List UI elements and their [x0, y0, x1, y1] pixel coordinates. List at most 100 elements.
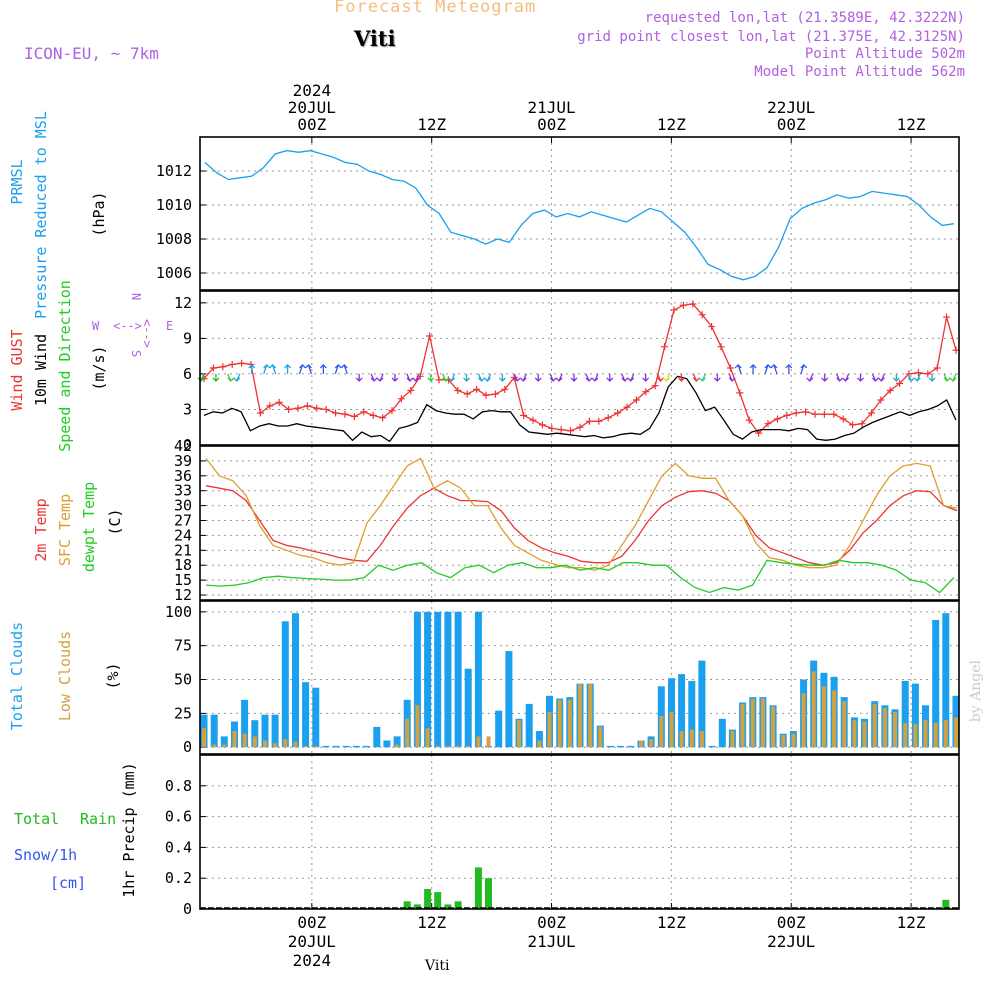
wind-arrow	[678, 373, 685, 382]
gust-marker	[369, 411, 377, 419]
gust-marker	[322, 405, 330, 413]
wind-arrow	[549, 373, 557, 382]
low-cloud-bar	[557, 699, 562, 748]
low-cloud-bar	[445, 745, 450, 748]
wind-arrow	[734, 364, 742, 375]
gust-marker	[651, 382, 659, 390]
legend-snow-unit: [cm]	[50, 874, 86, 892]
wind-arrow	[298, 364, 306, 375]
wind-unit: (m/s)	[90, 345, 108, 390]
gust-marker	[491, 390, 499, 398]
series-sfc-temp	[205, 457, 958, 571]
wind-arrow	[821, 373, 829, 382]
gust-marker	[585, 417, 593, 425]
compass-n: N	[129, 293, 143, 300]
low-cloud-bar	[466, 745, 471, 748]
total-cloud-bar	[464, 668, 472, 748]
time-label-bottom: 22JUL	[767, 932, 815, 951]
requested-coords: requested lon,lat (21.3589E, 42.3222N)	[644, 10, 965, 26]
low-cloud-bar	[476, 736, 481, 748]
y-tick-label: 12	[174, 294, 192, 312]
wind-arrow	[800, 364, 808, 375]
total-cloud-bar	[505, 651, 513, 748]
gust-marker	[463, 390, 471, 398]
wind-arrow	[928, 373, 936, 382]
low-cloud-bar	[679, 731, 684, 748]
wind-arrow	[519, 373, 527, 382]
total-cloud-bar	[495, 710, 503, 748]
wind-direction-arrows	[197, 364, 957, 382]
wind-arrow	[642, 373, 650, 382]
time-label-bottom: 12Z	[657, 913, 686, 932]
wind-arrow	[534, 373, 542, 382]
wind-arrow	[857, 373, 864, 382]
wind-arrow	[442, 373, 450, 382]
rain-bar	[942, 899, 950, 909]
low-cloud-bar	[273, 743, 278, 748]
low-cloud-bar	[913, 724, 918, 748]
low-cloud-bar	[232, 731, 237, 748]
low-cloud-bar	[252, 736, 257, 748]
rain-bar	[424, 889, 432, 909]
low-cloud-bar	[547, 712, 552, 748]
legend-total: Total	[14, 810, 59, 828]
panel-pressure: 1006 1008 1010 1012	[156, 136, 960, 291]
total-cloud-bar	[718, 718, 726, 748]
low-cloud-bar	[730, 731, 735, 748]
wind-arrow	[692, 373, 700, 382]
wind-arrow	[513, 373, 521, 382]
gust-marker	[858, 420, 866, 428]
total-cloud-bar	[688, 680, 696, 748]
gust-marker	[294, 404, 302, 412]
total-cloud-bar	[901, 680, 909, 748]
total-cloud-bar	[911, 683, 919, 748]
gust-marker	[228, 360, 236, 368]
y-tick-label: 0.4	[165, 838, 192, 856]
gust-marker	[341, 410, 349, 418]
total-cloud-bar	[393, 736, 401, 748]
low-cloud-bar	[842, 701, 847, 748]
wind-arrow	[463, 373, 471, 382]
wind-arrow	[570, 373, 578, 382]
panel-frame	[199, 290, 960, 446]
wind-arrow	[412, 373, 420, 382]
wind-arrow	[806, 373, 814, 382]
gust-marker	[689, 300, 697, 308]
total-cloud-bar	[251, 720, 259, 748]
rain-bar	[454, 901, 462, 909]
y-tick-label: 1006	[156, 264, 192, 282]
y-tick-label: 1010	[156, 196, 192, 214]
low-cloud-bar	[415, 705, 420, 748]
low-cloud-bar	[903, 722, 908, 748]
low-cloud-bar	[598, 726, 603, 748]
gust-marker	[773, 415, 781, 423]
rain-bar	[434, 892, 442, 909]
total-cloud-bar	[708, 745, 716, 748]
wind-arrow	[698, 373, 706, 382]
wind-arrow	[304, 364, 313, 375]
wind-arrow	[836, 373, 844, 382]
wind-arrow	[391, 373, 399, 382]
y-tick-label: 30	[174, 497, 192, 515]
wind-arrow	[627, 373, 635, 382]
gust-marker	[256, 409, 264, 417]
gust-marker	[679, 301, 687, 309]
clouds-unit: (%)	[104, 662, 122, 689]
gust-marker	[726, 364, 734, 372]
t2m-axis-title: 2m Temp	[32, 498, 50, 561]
compass-s: S	[129, 350, 143, 357]
y-tick-label: 0	[183, 436, 192, 454]
low-cloud-bar	[242, 733, 247, 748]
total-cloud-bar	[271, 714, 279, 748]
y-tick-label: 1012	[156, 162, 192, 180]
gust-marker	[473, 385, 481, 393]
gust-marker	[764, 420, 772, 428]
wind-arrow	[913, 373, 921, 382]
total-cloud-bar	[424, 611, 432, 748]
low-cloud-bar	[456, 745, 461, 748]
time-label-bottom: 12Z	[897, 913, 926, 932]
compass-e: E	[166, 319, 173, 333]
gust-marker	[435, 376, 443, 384]
